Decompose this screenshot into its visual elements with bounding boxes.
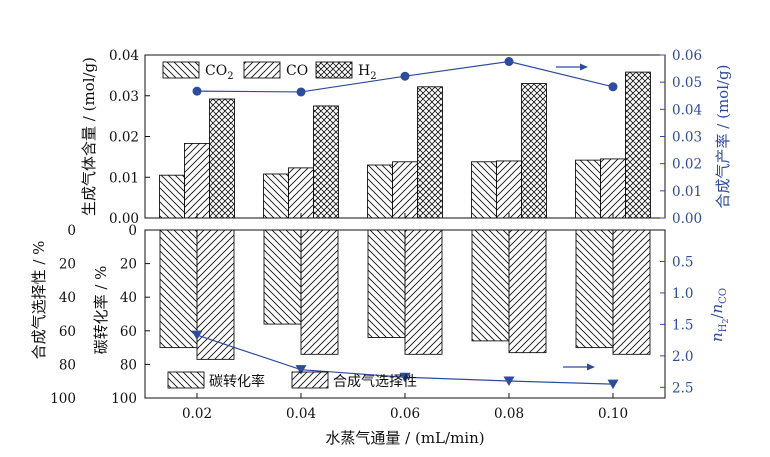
- top-right-axis-label: 合成气产率 / (mol/g): [714, 64, 732, 208]
- top-syngas-yield-point-0: [192, 86, 202, 96]
- top-right-tick-label: 0.03: [672, 130, 702, 146]
- bottom-h2-co-ratio-point-1: [295, 365, 307, 375]
- bottom-bar-0-4: [575, 229, 614, 349]
- bottom-right-tick-label: 1.0: [672, 286, 693, 302]
- top-bar-h2-2: [417, 86, 443, 219]
- bottom-legend-swatch-0: [167, 371, 205, 389]
- top-left-tick-label: 0.02: [109, 130, 139, 146]
- top-left-axis-label: 生成气体含量 / (mol/g): [80, 57, 98, 216]
- bottom-left-tick-label-outer: 60: [59, 324, 76, 340]
- top-left-tick-label: 0.03: [109, 89, 139, 105]
- top-panel: 0.00 0.01 0.02 0.03 0.04 0.00 0.01 0.02 0.03 0.04…: [80, 48, 732, 227]
- top-left-tick-label: 0.04: [109, 48, 139, 64]
- bottom-bar-1-0: [196, 229, 235, 360]
- bottom-bar-1-3: [508, 229, 547, 354]
- top-bar-co2-2: [367, 164, 393, 219]
- top-bar-h2-1: [313, 105, 339, 219]
- bottom-right-axis-label: nH2/nCO: [708, 288, 730, 342]
- top-syngas-yield-point-4: [608, 82, 618, 92]
- top-bar-co-2: [392, 161, 418, 219]
- top-bar-co2-1: [263, 173, 289, 219]
- bottom-legend-label-1: 合成气选择性: [333, 374, 417, 390]
- top-legend-label-0: CO2: [205, 63, 234, 82]
- top-right-tick-label: 0.04: [672, 102, 702, 118]
- x-axis-label: 水蒸气通量 / (mL/min): [325, 429, 484, 447]
- bottom-right-tick-label: 0.5: [672, 254, 693, 270]
- top-right-tick-label: 0.01: [672, 184, 702, 200]
- top-right-tick-label: 0.00: [672, 211, 702, 227]
- top-legend-swatch-0: [162, 61, 200, 79]
- x-tick-label: 0.08: [494, 406, 524, 422]
- bottom-bar-0-2: [367, 229, 406, 338]
- bottom-right-tick-label: 2.5: [672, 380, 693, 396]
- x-tick-label: 0.02: [182, 406, 212, 422]
- top-right-tick-label: 0.02: [672, 157, 702, 173]
- top-syngas-yield-point-2: [400, 71, 410, 81]
- top-legend-swatch-1: [243, 61, 281, 79]
- bottom-bar-1-2: [404, 229, 443, 355]
- bottom-left-tick-label-inner: 20: [120, 257, 137, 273]
- bottom-left-outer-axis-label: 合成气选择性 / %: [30, 241, 48, 360]
- bottom-bar-0-0: [159, 229, 198, 349]
- top-legend-label-2: H2: [358, 63, 377, 82]
- top-syngas-yield-point-3: [504, 57, 514, 67]
- bottom-left-tick-label-outer: 0: [67, 223, 76, 239]
- bottom-h2-co-ratio-point-4: [607, 379, 619, 390]
- bottom-left-tick-label-inner: 60: [120, 324, 137, 340]
- top-bar-co2-0: [159, 174, 185, 219]
- top-bar-co-0: [184, 142, 210, 219]
- top-right-axis-arrow-head: [580, 63, 588, 71]
- bottom-bar-1-4: [612, 229, 651, 355]
- top-syngas-yield-point-1: [296, 87, 306, 97]
- bottom-legend-swatch-1: [291, 371, 329, 389]
- bottom-legend-label-0: 碳转化率: [209, 373, 265, 390]
- bottom-bar-0-3: [471, 229, 510, 342]
- bottom-panel: 0 0 20 20 40 40 60 60 80 80 100 100 0.5 1.0 1.5 2.0 2.5 合…: [30, 223, 730, 407]
- bottom-left-tick-label-outer: 80: [59, 357, 76, 373]
- bottom-right-tick-label: 2.0: [672, 349, 693, 365]
- top-right-tick-label: 0.05: [672, 75, 702, 91]
- bottom-left-tick-label-outer: 40: [59, 290, 76, 306]
- x-tick-label: 0.06: [390, 406, 420, 422]
- bottom-left-tick-label-inner: 100: [111, 391, 137, 407]
- x-tick-label: 0.04: [286, 406, 316, 422]
- bottom-left-tick-label-inner: 80: [120, 357, 137, 373]
- bottom-left-inner-axis-label: 碳转化率 / %: [92, 266, 110, 355]
- bottom-bar-0-1: [263, 229, 302, 325]
- bottom-h2-co-ratio-point-2: [399, 372, 411, 383]
- common-axis: 0.02 0.04 0.06 0.08 0.10 水蒸气通量 / (mL/min): [182, 213, 628, 447]
- bottom-right-tick-label: 1.5: [672, 317, 693, 333]
- top-bar-co-4: [600, 158, 626, 219]
- bottom-left-tick-label-outer: 100: [50, 391, 76, 407]
- top-legend-label-1: CO: [286, 63, 308, 79]
- top-bar-h2-0: [209, 98, 235, 219]
- bottom-left-tick-label-inner: 40: [120, 290, 137, 306]
- top-legend-swatch-2: [315, 61, 353, 79]
- top-bar-h2-4: [625, 71, 651, 219]
- x-tick-label: 0.10: [598, 406, 628, 422]
- top-bar-h2-3: [521, 83, 547, 219]
- top-bar-co2-3: [471, 161, 497, 219]
- top-bar-co-1: [288, 167, 314, 219]
- bottom-left-tick-label-outer: 20: [59, 257, 76, 273]
- top-bar-co2-4: [575, 159, 601, 219]
- bottom-right-axis-arrow-head: [587, 363, 595, 371]
- top-left-tick-label: 0.01: [109, 170, 139, 186]
- top-legend: CO2 CO H2: [162, 61, 377, 82]
- bottom-left-tick-label-inner: 0: [128, 223, 137, 239]
- top-left-tick-label: 0.00: [109, 211, 139, 227]
- bottom-bar-1-1: [300, 229, 339, 355]
- bottom-h2-co-ratio-point-3: [503, 376, 515, 387]
- top-right-tick-label: 0.06: [672, 48, 702, 64]
- bottom-legend: 碳转化率 合成气选择性: [167, 371, 417, 390]
- top-bar-co-3: [496, 160, 522, 219]
- bottom-h2-co-ratio-point-0: [191, 330, 203, 341]
